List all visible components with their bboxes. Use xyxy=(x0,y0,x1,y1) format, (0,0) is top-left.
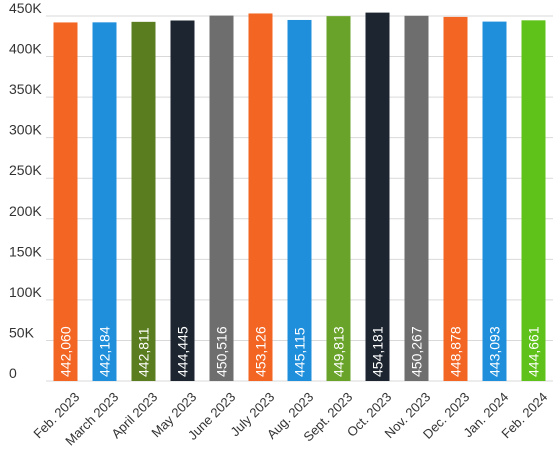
y-tick-label: 350K xyxy=(9,81,42,97)
bar xyxy=(248,13,273,381)
y-tick-label: 100K xyxy=(9,284,42,300)
y-tick-label: 400K xyxy=(9,41,42,57)
bar-value-label: 444,661 xyxy=(526,326,542,377)
y-tick-label: 450K xyxy=(9,0,42,16)
bar-value-label: 444,445 xyxy=(175,326,191,377)
y-tick-label: 150K xyxy=(9,243,42,259)
bar xyxy=(287,19,312,381)
bar xyxy=(170,20,195,381)
y-tick-label: 50K xyxy=(9,324,35,340)
y-axis-ticks: 0 50K 100K 150K 200K 250K 300K 350K 400K 450K xyxy=(9,0,42,381)
bar xyxy=(53,22,78,382)
bar xyxy=(521,20,546,381)
bar xyxy=(326,16,351,382)
bar-value-label: 450,516 xyxy=(214,326,230,377)
bar xyxy=(482,21,507,381)
bar-value-label: 443,093 xyxy=(487,326,503,377)
y-tick-label: 0 xyxy=(9,365,17,381)
bar xyxy=(92,22,117,382)
bar xyxy=(365,12,390,382)
bar-value-label: 453,126 xyxy=(253,326,269,377)
bar-value-label: 442,811 xyxy=(136,327,152,377)
bar xyxy=(443,16,468,382)
y-tick-label: 250K xyxy=(9,162,42,178)
bar-value-label: 445,115 xyxy=(292,327,308,377)
bar-value-label: 449,813 xyxy=(331,326,347,377)
bar xyxy=(404,15,429,381)
bar-value-label: 454,181 xyxy=(370,326,386,377)
y-tick-label: 300K xyxy=(9,122,42,138)
y-tick-label: 200K xyxy=(9,203,42,219)
bar-value-label: 442,060 xyxy=(58,326,74,377)
bar xyxy=(209,15,234,381)
bar-value-label: 442,184 xyxy=(97,326,113,377)
bar xyxy=(131,21,156,381)
bar-value-label: 448,878 xyxy=(448,326,464,377)
bar-value-label: 450,267 xyxy=(409,326,425,377)
bars: 442,060 442,184 442,811 444,445 450,516 453,1… xyxy=(53,12,546,382)
